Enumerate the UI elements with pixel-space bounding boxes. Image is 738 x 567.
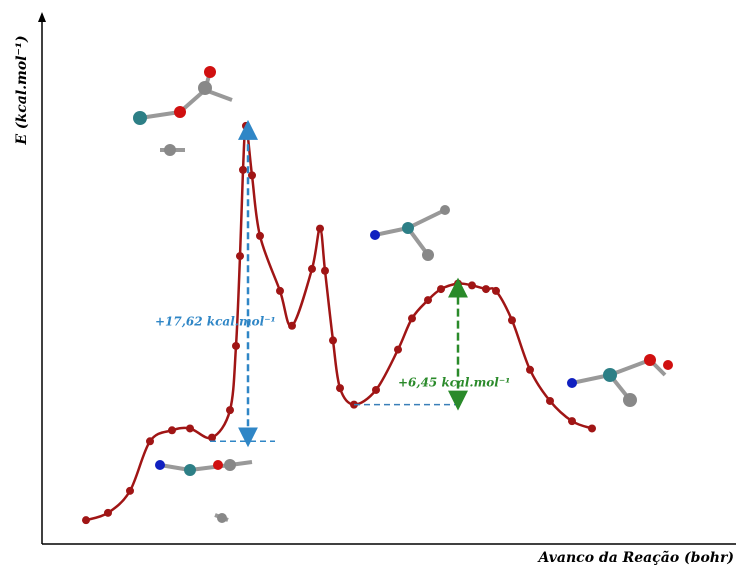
point xyxy=(208,434,216,442)
point xyxy=(424,296,432,304)
chart: E (kcal.mol⁻¹) Avanco da Reação (bohr) +… xyxy=(0,0,738,567)
y-axis-label: E (kcal.mol⁻¹) xyxy=(14,35,30,145)
point xyxy=(372,386,380,394)
point xyxy=(588,424,596,432)
point xyxy=(288,322,296,330)
point xyxy=(168,426,176,434)
point xyxy=(546,397,554,405)
molecule-reac xyxy=(155,459,252,523)
point xyxy=(104,509,112,517)
point xyxy=(82,516,90,524)
point xyxy=(146,437,154,445)
point xyxy=(482,285,490,293)
point xyxy=(226,406,234,414)
annotation: +17,62 kcal.mol⁻¹ xyxy=(155,315,276,329)
point xyxy=(437,285,445,293)
point xyxy=(408,314,416,322)
point xyxy=(276,287,284,295)
point xyxy=(126,487,134,495)
molecule-int xyxy=(370,205,450,261)
point xyxy=(568,417,576,425)
annotation: +6,45 kcal.mol⁻¹ xyxy=(398,376,510,390)
point xyxy=(186,424,194,432)
point xyxy=(321,267,329,275)
point xyxy=(394,346,402,354)
y-axis-arrow xyxy=(38,12,46,22)
molecule-ts1 xyxy=(133,66,232,156)
point xyxy=(468,281,476,289)
x-axis-label: Avanco da Reação (bohr) xyxy=(536,549,734,566)
point xyxy=(454,280,462,288)
molecule-prod xyxy=(567,354,673,407)
point xyxy=(316,225,324,233)
point xyxy=(236,252,244,260)
point xyxy=(239,166,247,174)
point xyxy=(308,265,316,273)
point xyxy=(508,316,516,324)
point xyxy=(526,366,534,374)
point xyxy=(329,336,337,344)
point xyxy=(336,384,344,392)
point xyxy=(256,232,264,240)
point xyxy=(242,122,250,130)
point xyxy=(492,287,500,295)
point xyxy=(232,342,240,350)
